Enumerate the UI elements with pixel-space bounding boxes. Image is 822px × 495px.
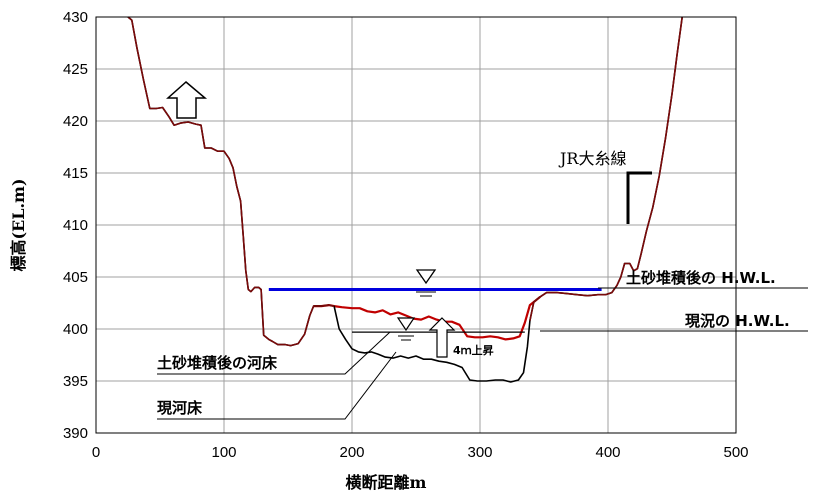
x-tick-label-0: 0 <box>92 444 100 461</box>
railway-bracket <box>626 171 652 224</box>
y-tick-label-0: 390 <box>63 425 88 442</box>
bank-outline-0 <box>127 16 335 347</box>
bed-after-label: 土砂堆積後の河床 <box>157 354 278 372</box>
bed-current-label: 現河床 <box>157 399 203 417</box>
rise-label: 4ｍ上昇 <box>453 343 494 357</box>
bank-outline-1 <box>529 16 683 321</box>
hwl-current-label: 現況の H.W.L. <box>685 312 790 330</box>
y-tick-label-5: 415 <box>63 165 88 182</box>
rise-arrow-icon <box>428 317 456 358</box>
x-tick-label-3: 300 <box>467 444 492 461</box>
series-lines <box>127 16 683 383</box>
y-tick-label-1: 395 <box>63 373 88 390</box>
tick-labels: 0 100 200 300 400 500 390 395 400 405 410 415 420 425… <box>63 9 749 461</box>
hwl-after-symbol <box>415 269 437 297</box>
annotations: JR大糸線 土砂堆積後の H.W.L. 現況の H.W.L. 土砂堆積後の河床 … <box>157 81 808 420</box>
y-tick-label-3: 405 <box>63 269 88 286</box>
x-tick-label-4: 400 <box>595 444 620 461</box>
x-axis-title: 横断距離m <box>346 473 427 492</box>
bed-current-leader <box>157 351 397 420</box>
y-tick-label-8: 430 <box>63 9 88 26</box>
bed-after-leader <box>157 331 391 375</box>
y-axis-title: 標高(EL.m) <box>9 178 28 271</box>
hwl-after-label: 土砂堆積後の H.W.L. <box>626 269 776 287</box>
y-tick-label-7: 425 <box>63 61 88 78</box>
plot-frame <box>95 16 737 434</box>
y-tick-label-2: 400 <box>63 321 88 338</box>
x-tick-label-1: 100 <box>211 444 236 461</box>
x-tick-label-2: 200 <box>339 444 364 461</box>
y-tick-label-4: 410 <box>63 217 88 234</box>
up-arrow-icon <box>166 81 208 119</box>
hwl-current-symbol <box>396 317 416 341</box>
x-tick-label-5: 500 <box>723 444 748 461</box>
y-tick-label-6: 420 <box>63 113 88 130</box>
railway-label: JR大糸線 <box>558 149 626 168</box>
series-line-bed-after <box>313 295 541 341</box>
